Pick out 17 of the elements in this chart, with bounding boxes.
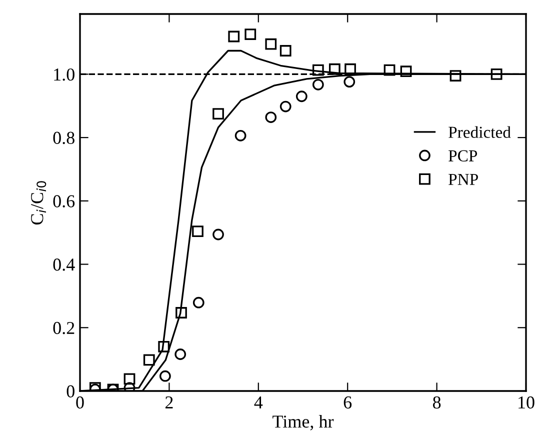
y-tick-label: 0 [66,385,74,398]
y-tick-label: 1.0 [54,68,74,81]
legend-label: PNP [448,174,478,185]
x-tick-label: 0 [76,396,84,409]
legend-label: Predicted [448,126,511,138]
x-axis-title: Time, hr [272,415,334,430]
x-tick-label: 2 [165,396,173,408]
y-tick-label: 0.8 [53,132,74,144]
x-tick-label: 10 [518,396,534,409]
y-axis-title: C$_{i}$/C$_{i0}$ [31,181,46,225]
x-tick-label: 8 [432,396,441,409]
x-tick-label: 4 [254,396,263,408]
x-tick-label: 6 [344,396,352,409]
y-tick-label: 0.6 [53,195,75,208]
y-tick-label: 0.2 [53,322,74,334]
legend-label: PCP [448,150,478,162]
y-tick-label: 0.4 [53,258,75,271]
